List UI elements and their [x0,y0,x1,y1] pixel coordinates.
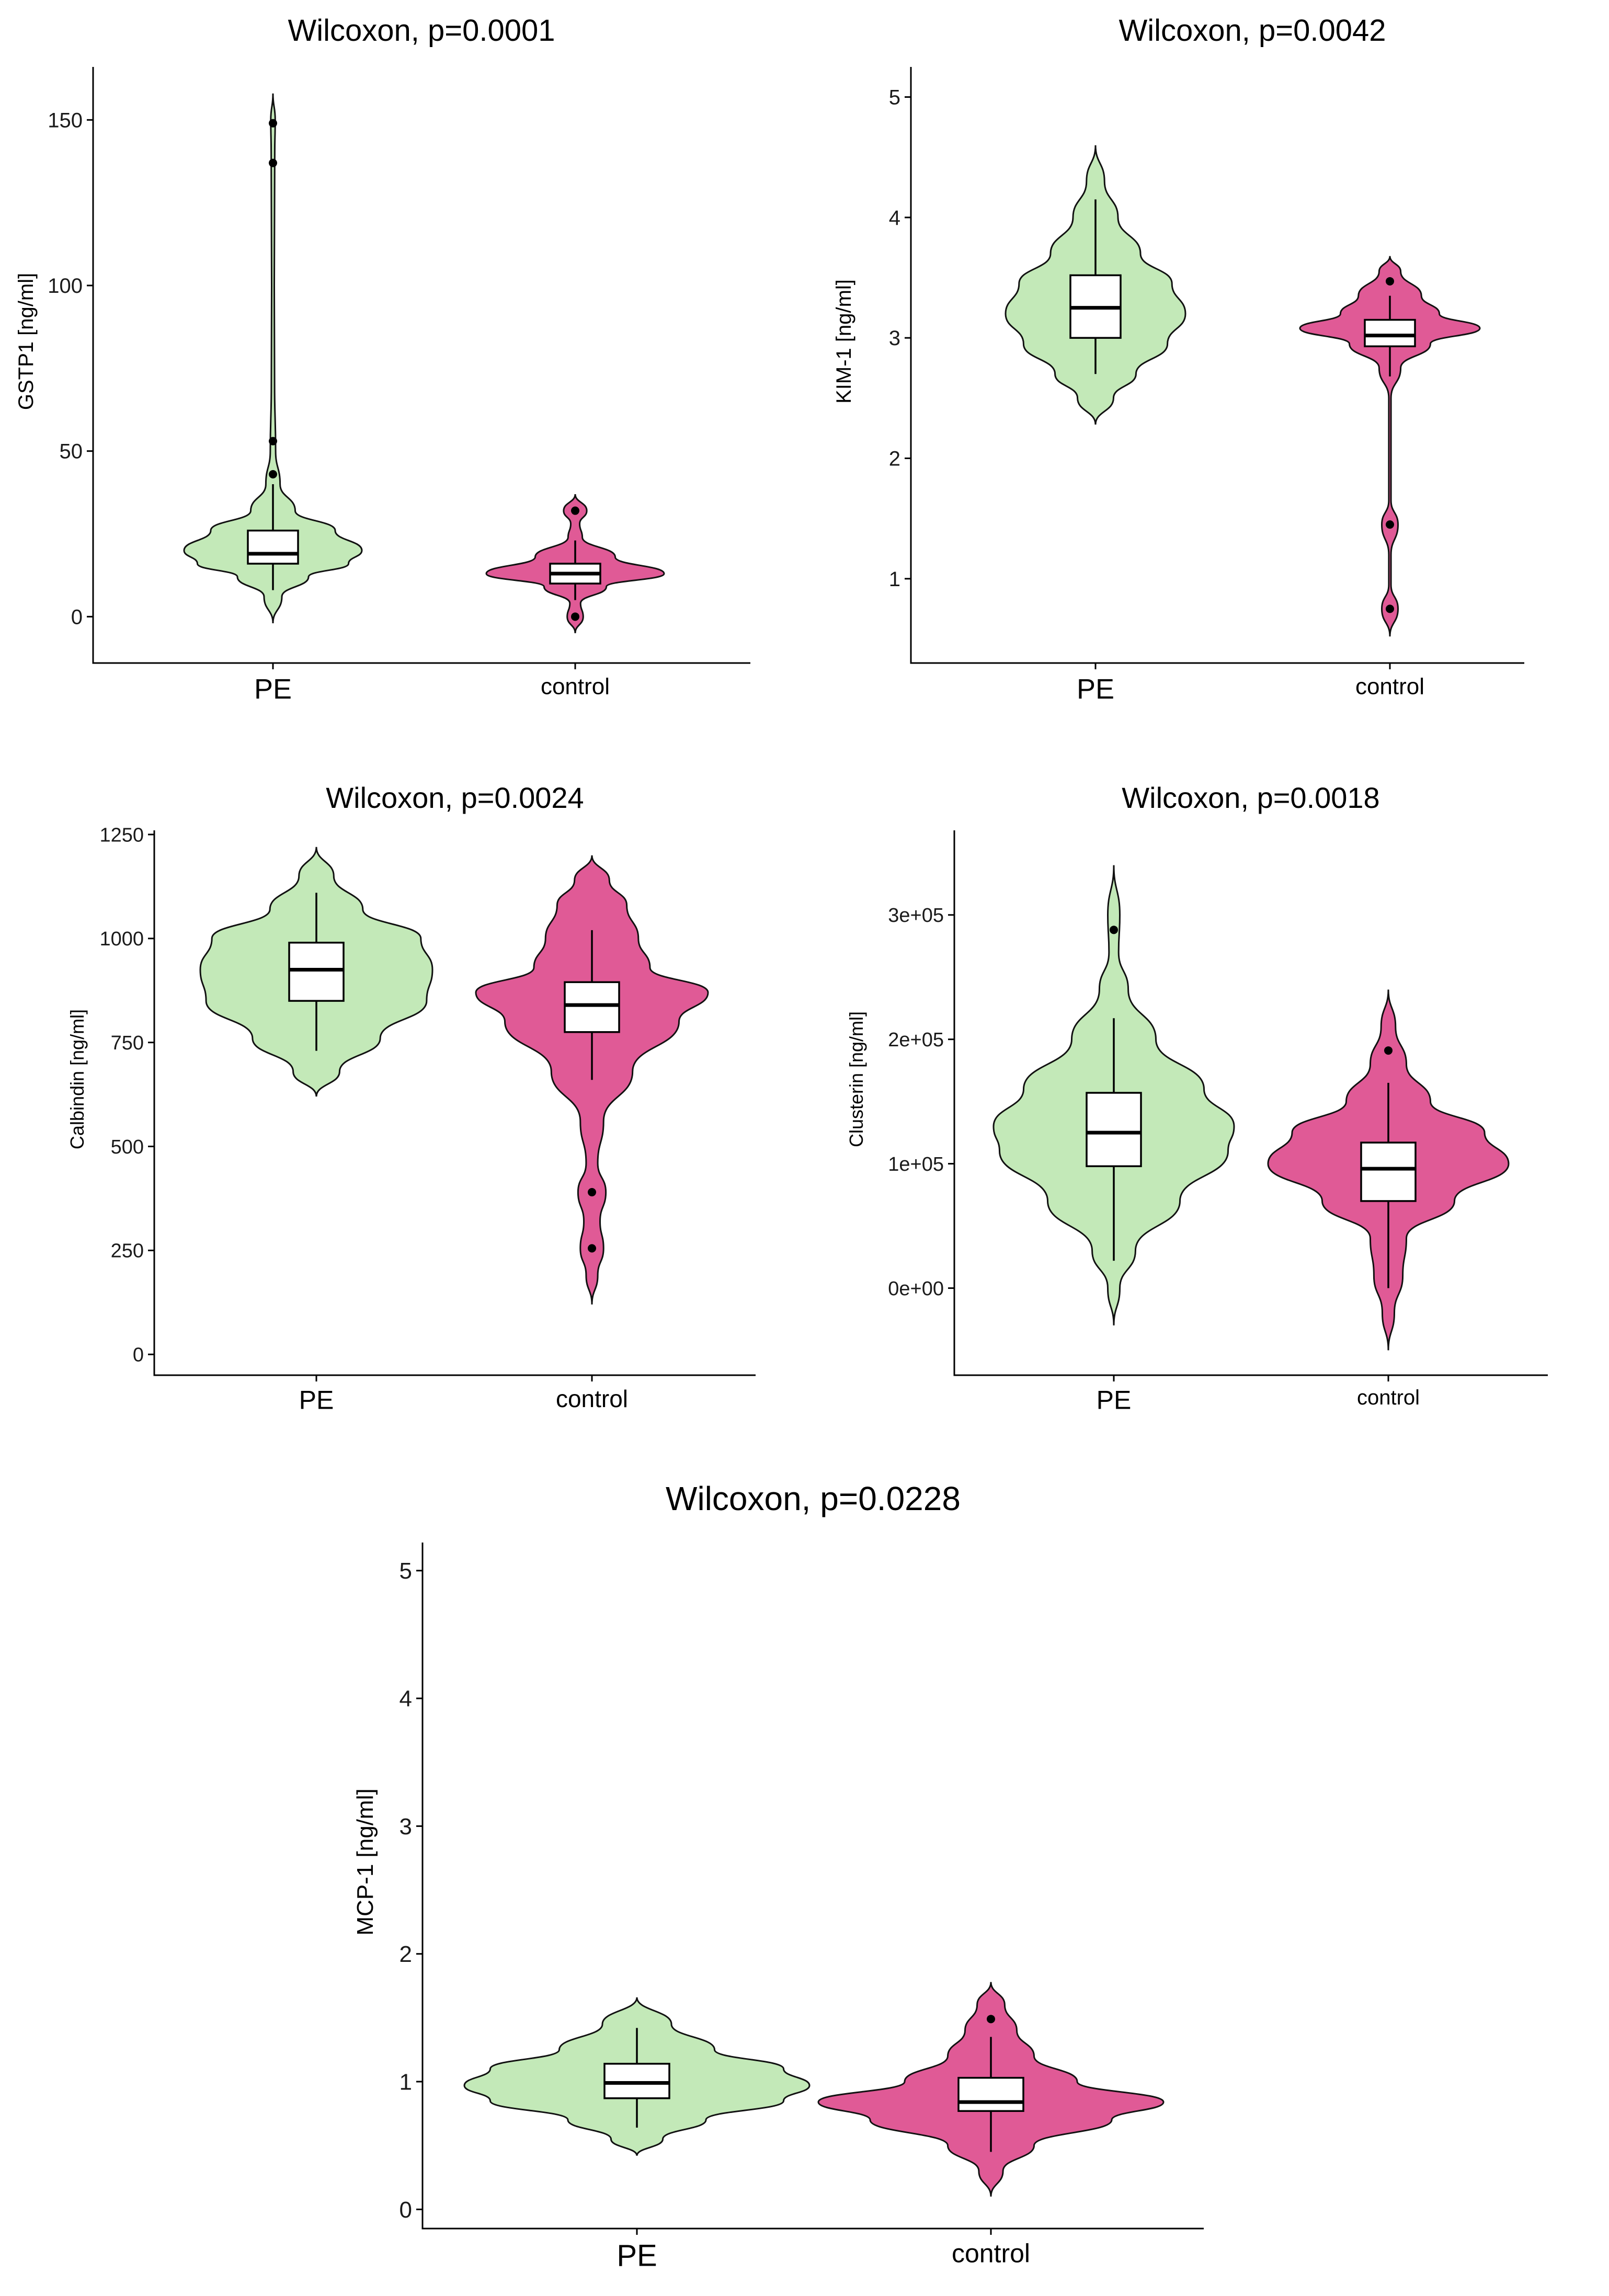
violin-control [1299,256,1481,637]
y-tick-label: 4 [400,1686,412,1711]
chart-title: Wilcoxon, p=0.0024 [326,781,584,814]
axis-lines [92,67,750,664]
y-tick-label: 500 [111,1136,144,1158]
outlier-point [1386,604,1394,613]
category-label-control: control [556,1385,628,1412]
outlier-point [588,1188,596,1197]
outlier-point [588,1244,596,1253]
category-label-pe: PE [254,673,292,705]
outlier-point [269,470,277,478]
gstp1-panel: Wilcoxon, p=0.0001 0 50 100 150 GSTP1 [ng/ml]… [15,14,750,705]
clusterin-panel: Wilcoxon, p=0.0018 0e+00 1e+05 2e+05 3e+05 Cl… [846,781,1548,1415]
violin-pe [183,93,363,624]
chart-title: Wilcoxon, p=0.0001 [288,14,555,48]
category-label-control: control [541,673,610,699]
iqr-box-control [957,2076,1024,2112]
y-axis-label: Calbindin [ng/ml] [66,1009,88,1149]
y-tick-label: 50 [60,440,83,463]
y-axis-label: MCP-1 [ng/ml] [352,1788,378,1935]
outlier-point [987,2015,995,2024]
y-tick-label: 2 [889,447,900,470]
kim1-panel: Wilcoxon, p=0.0042 1 2 3 4 5 KIM-1 [ng/ml] PE co… [832,14,1524,705]
outlier-point [269,437,277,446]
y-axis-label: KIM-1 [ng/ml] [832,279,855,404]
iqr-box-pe [1086,1092,1142,1168]
y-tick-label: 5 [400,1558,412,1584]
y-tick-label: 3 [400,1814,412,1840]
iqr-box-pe [603,2063,670,2099]
category-label-control: control [952,2239,1030,2268]
chart-title: Wilcoxon, p=0.0042 [1119,14,1386,48]
y-tick-label: 1250 [99,824,144,846]
y-tick-label: 0 [71,606,83,629]
y-tick-label: 150 [48,109,83,132]
y-tick-label: 5 [889,86,900,109]
category-label-control: control [1357,1386,1420,1409]
outlier-point [1110,926,1118,934]
iqr-box-pe [288,942,345,1002]
outlier-point [571,612,579,621]
axis-lines [421,1543,1204,2230]
y-tick-label: 250 [111,1240,144,1262]
axis-lines [153,830,756,1376]
category-label-pe: PE [1097,1386,1132,1415]
y-axis-label: GSTP1 [ng/ml] [15,273,38,410]
axis-lines [953,830,1548,1376]
y-tick-label: 1e+05 [888,1153,944,1175]
y-tick-label: 3 [889,327,900,350]
category-label-pe: PE [617,2238,657,2272]
outlier-point [269,119,277,128]
outlier-point [1384,1046,1393,1055]
mcp1-panel: Wilcoxon, p=0.0228 0 1 2 3 4 5 MCP-1 [ng/ml] PE c… [352,1480,1204,2272]
chart-title: Wilcoxon, p=0.0228 [666,1480,961,1517]
y-tick-label: 2 [400,1941,412,1967]
y-tick-label: 100 [48,275,83,298]
iqr-box-control [1360,1141,1417,1202]
y-tick-label: 1 [889,568,900,591]
y-tick-label: 750 [111,1032,144,1054]
outlier-point [571,506,579,515]
y-tick-label: 0 [133,1344,144,1366]
iqr-box-pe [247,529,299,565]
iqr-box-control [1364,318,1416,348]
outlier-point [1386,520,1394,529]
outlier-point [269,158,277,167]
category-label-pe: PE [299,1386,334,1415]
y-axis-label: Clusterin [ng/ml] [846,1011,867,1147]
calbindin-panel: Wilcoxon, p=0.0024 0 250 500 750 1000 1250 Calb… [66,781,756,1415]
y-tick-label: 4 [889,207,900,230]
outlier-point [1386,277,1394,285]
y-tick-label: 0 [400,2197,412,2223]
chart-title: Wilcoxon, p=0.0018 [1122,781,1379,814]
y-tick-label: 1000 [99,928,144,950]
axis-lines [910,67,1524,664]
y-tick-label: 0e+00 [888,1278,944,1300]
y-tick-label: 1 [400,2069,412,2095]
category-label-control: control [1355,673,1424,699]
category-label-pe: PE [1077,673,1114,705]
iqr-box-control [564,981,620,1033]
y-tick-label: 2e+05 [888,1029,944,1051]
y-tick-label: 3e+05 [888,905,944,927]
